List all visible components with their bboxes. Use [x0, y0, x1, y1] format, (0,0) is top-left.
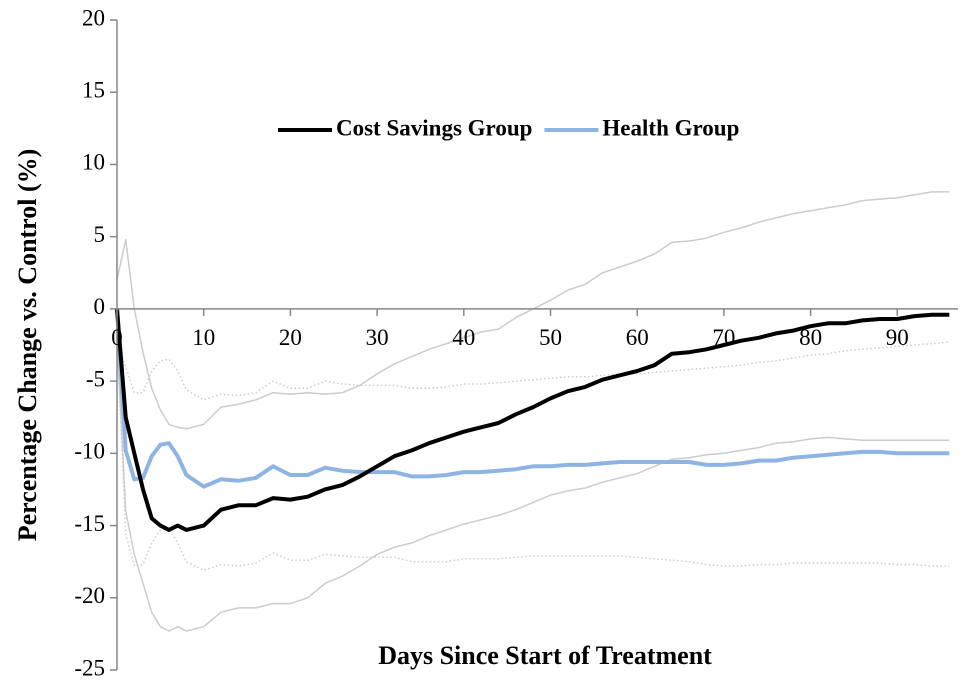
series-line — [115, 308, 950, 532]
y-axis-title: Percentage Change vs. Control (%) — [13, 149, 42, 542]
x-tick-label: 0 — [111, 325, 123, 350]
interval-line — [116, 191, 950, 430]
x-axis-title: Days Since Start of Treatment — [378, 641, 712, 670]
x-tick-label: 90 — [886, 325, 909, 350]
legend-label: Health Group — [602, 115, 739, 140]
x-tick-label: 20 — [279, 325, 302, 350]
legend-label: Cost Savings Group — [336, 115, 532, 140]
y-tick-label: 20 — [82, 5, 105, 30]
interval-line — [116, 337, 950, 572]
series-line — [115, 308, 950, 489]
x-tick-label: 80 — [799, 325, 822, 350]
interval-line — [116, 337, 950, 632]
y-tick-label: -10 — [74, 439, 105, 464]
y-tick-label: -20 — [74, 583, 105, 608]
y-tick-label: -25 — [74, 655, 105, 680]
x-tick-label: 70 — [712, 325, 735, 350]
x-tick-label: 50 — [539, 325, 562, 350]
y-tick-label: 15 — [82, 78, 105, 103]
y-tick-label: -5 — [86, 366, 105, 391]
x-tick-label: 30 — [366, 325, 389, 350]
y-tick-label: -15 — [74, 511, 105, 536]
x-tick-label: 10 — [192, 325, 215, 350]
y-tick-label: 0 — [94, 294, 106, 319]
interval-line — [116, 337, 950, 401]
y-tick-label: 5 — [94, 222, 106, 247]
x-tick-label: 40 — [452, 325, 475, 350]
x-tick-label: 60 — [626, 325, 649, 350]
y-tick-label: 10 — [82, 150, 105, 175]
